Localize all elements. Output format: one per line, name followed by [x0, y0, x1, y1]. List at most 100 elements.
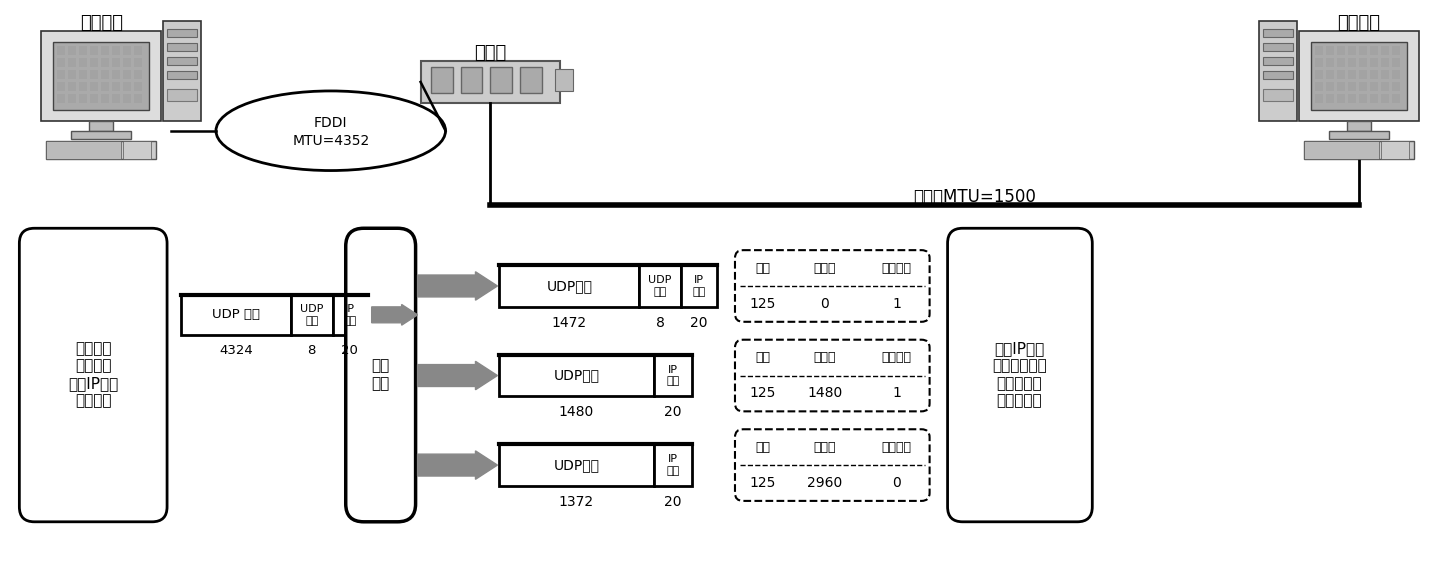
Bar [1315, 94, 1322, 103]
Bar [1347, 121, 1370, 131]
Bar [1315, 58, 1322, 67]
Text: 20: 20 [664, 406, 682, 419]
Bar [90, 94, 99, 103]
Bar [1304, 141, 1414, 159]
Bar [123, 46, 130, 55]
Text: UDP 数据: UDP 数据 [212, 309, 260, 321]
Bar [420, 61, 560, 103]
Bar [102, 82, 109, 91]
Text: 根据IP首部
中的相关字段
进行重组，
交付给上层: 根据IP首部 中的相关字段 进行重组， 交付给上层 [992, 341, 1047, 408]
Text: IP
首部: IP 首部 [667, 365, 680, 387]
FancyBboxPatch shape [19, 228, 167, 522]
Text: 8: 8 [655, 316, 664, 330]
Bar [1304, 141, 1379, 159]
Text: 结束标记: 结束标记 [882, 351, 912, 364]
Bar [654, 355, 692, 397]
Bar [90, 58, 99, 67]
Bar [80, 94, 87, 103]
Text: 标识: 标识 [755, 351, 770, 364]
Bar [167, 29, 197, 37]
Bar [167, 57, 197, 65]
Bar [68, 70, 77, 79]
Bar [1370, 70, 1378, 79]
Ellipse shape [216, 91, 445, 171]
Text: 1372: 1372 [558, 495, 594, 509]
Bar [135, 58, 142, 67]
Bar [1380, 46, 1389, 55]
Bar [80, 46, 87, 55]
Bar [71, 131, 130, 139]
Bar [46, 141, 157, 159]
Bar [461, 67, 483, 93]
Bar [1259, 21, 1296, 121]
Bar [112, 58, 120, 67]
Bar [102, 46, 109, 55]
Bar [102, 70, 109, 79]
Text: 片偏移: 片偏移 [813, 351, 837, 364]
Bar [162, 21, 202, 121]
Bar [1348, 94, 1356, 103]
Text: 发送主机: 发送主机 [80, 14, 123, 33]
Text: 125: 125 [750, 297, 776, 311]
Bar [1337, 82, 1344, 91]
Bar [1263, 71, 1293, 79]
Text: 0: 0 [821, 297, 829, 311]
Bar [135, 70, 142, 79]
Bar [1370, 46, 1378, 55]
Text: UDP数据: UDP数据 [554, 369, 599, 383]
Bar [1348, 58, 1356, 67]
Bar [1370, 58, 1378, 67]
Bar [102, 58, 109, 67]
Text: 1: 1 [892, 297, 900, 311]
Text: 1480: 1480 [558, 406, 594, 419]
Bar [58, 58, 65, 67]
Bar [1348, 46, 1356, 55]
Bar [181, 295, 291, 335]
Bar [80, 82, 87, 91]
Bar [58, 70, 65, 79]
Bar [1380, 70, 1389, 79]
Bar [1325, 94, 1334, 103]
Bar [1325, 46, 1334, 55]
Text: IP
首部: IP 首部 [693, 275, 706, 297]
Polygon shape [418, 361, 497, 390]
Bar [1315, 46, 1322, 55]
Bar [1359, 46, 1367, 55]
Bar [58, 94, 65, 103]
Bar [68, 46, 77, 55]
Text: 标识: 标识 [755, 261, 770, 274]
Bar [41, 31, 161, 121]
Bar [1263, 89, 1293, 101]
Text: 接收主机: 接收主机 [1337, 14, 1380, 33]
Bar [90, 121, 113, 131]
Bar [1263, 29, 1293, 37]
Bar [112, 70, 120, 79]
Text: 路由器: 路由器 [474, 44, 506, 62]
Bar [1337, 46, 1344, 55]
Bar [1263, 57, 1293, 65]
Bar [1315, 70, 1322, 79]
Text: 20: 20 [664, 495, 682, 509]
Text: IP
首部: IP 首部 [667, 454, 680, 476]
Text: 1: 1 [892, 387, 900, 401]
Bar [1380, 94, 1389, 103]
Bar [682, 265, 716, 307]
Bar [1380, 58, 1389, 67]
Bar [1325, 82, 1334, 91]
FancyBboxPatch shape [735, 250, 929, 322]
Text: 片偏移: 片偏移 [813, 441, 837, 454]
Bar [1359, 58, 1367, 67]
Text: 结束标记: 结束标记 [882, 261, 912, 274]
Bar [291, 295, 332, 335]
Bar [1325, 70, 1334, 79]
Text: 结束标记: 结束标记 [882, 441, 912, 454]
Bar [1311, 42, 1406, 110]
Bar [112, 82, 120, 91]
Bar [1263, 43, 1293, 51]
Bar [1328, 131, 1389, 139]
Bar [431, 67, 452, 93]
Bar [167, 43, 197, 51]
Bar [1337, 70, 1344, 79]
Bar [1392, 94, 1399, 103]
Bar [123, 70, 130, 79]
